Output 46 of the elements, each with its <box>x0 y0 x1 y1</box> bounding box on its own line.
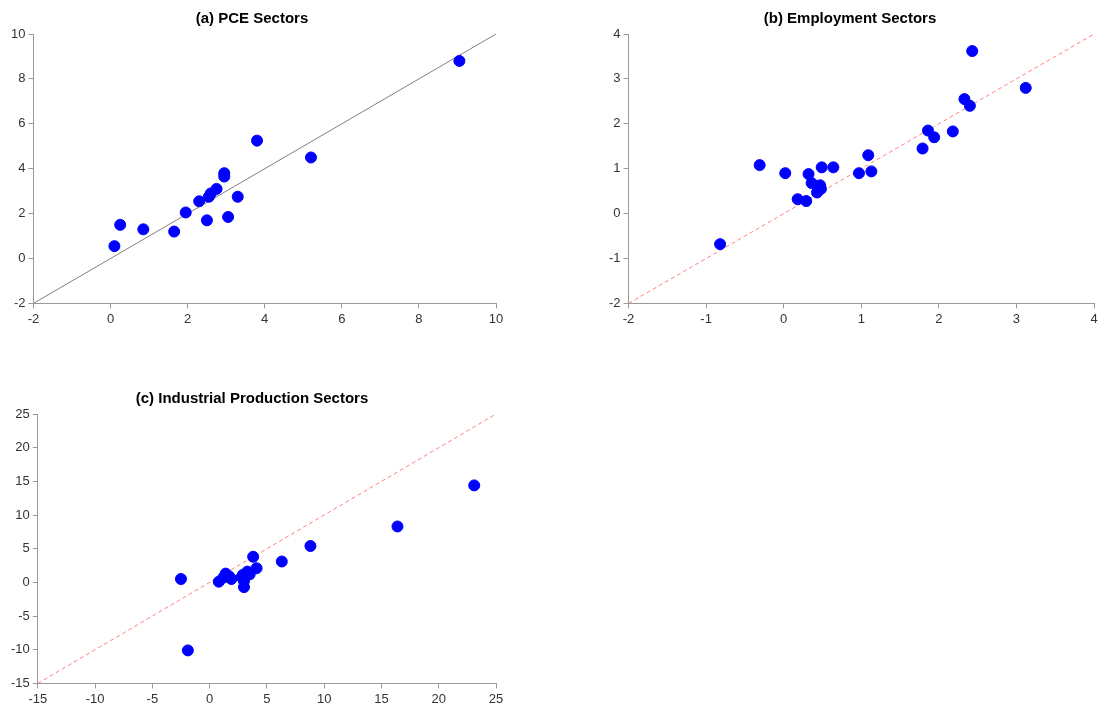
x-tick-label: -5 <box>146 690 159 704</box>
x-tick-label: 15 <box>374 690 389 704</box>
y-tick-label: 20 <box>15 439 30 455</box>
chart-title: (c) Industrial Production Sectors <box>135 389 369 407</box>
x-tick-label: -1 <box>700 310 712 326</box>
y-tick-label: 4 <box>613 25 621 41</box>
y-tick-label: 3 <box>613 70 621 86</box>
chart-title: (b) Employment Sectors <box>763 9 937 27</box>
y-tick-label: 2 <box>18 205 26 221</box>
x-tick-label: 2 <box>184 310 192 326</box>
y-tick-label: 4 <box>18 160 26 176</box>
y-tick-label: 2 <box>613 115 621 131</box>
y-tick-label: -1 <box>609 250 621 266</box>
y-tick-label: 0 <box>613 205 621 221</box>
x-tick-label: 1 <box>857 310 865 326</box>
x-tick-label: 10 <box>488 310 504 326</box>
y-tick-label: 10 <box>10 25 26 41</box>
x-tick-label: 20 <box>431 690 446 704</box>
y-tick-label: 10 <box>15 506 30 522</box>
y-tick-label: -2 <box>609 294 621 310</box>
x-tick-label: 5 <box>263 690 271 704</box>
y-tick-label: -10 <box>10 641 30 657</box>
y-tick-label: 5 <box>22 540 30 556</box>
x-tick-label: 0 <box>206 690 214 704</box>
y-tick-label: 6 <box>18 115 26 131</box>
x-tick-label: 0 <box>780 310 788 326</box>
chart-title: (a) PCE Sectors <box>195 9 309 27</box>
y-tick-label: 1 <box>613 160 621 176</box>
x-tick-label: 6 <box>338 310 346 326</box>
x-tick-label: 25 <box>488 690 504 704</box>
y-tick-label: -15 <box>10 674 30 690</box>
y-tick-label: 0 <box>18 250 26 266</box>
x-tick-label: -10 <box>85 690 105 704</box>
x-tick-label: 10 <box>316 690 332 704</box>
x-tick-label: 3 <box>1012 310 1021 326</box>
x-tick-label: 4 <box>261 310 269 326</box>
x-tick-label: 8 <box>415 310 423 326</box>
y-tick-label: 0 <box>22 573 30 589</box>
x-tick-label: 2 <box>935 310 943 326</box>
y-tick-label: -5 <box>18 607 30 623</box>
x-tick-label: 4 <box>1090 310 1098 326</box>
y-tick-label: 15 <box>15 472 30 488</box>
x-tick-label: 0 <box>106 310 115 326</box>
y-tick-label: -2 <box>13 294 26 310</box>
y-tick-label: 8 <box>18 70 26 86</box>
y-tick-label: 25 <box>15 405 30 421</box>
